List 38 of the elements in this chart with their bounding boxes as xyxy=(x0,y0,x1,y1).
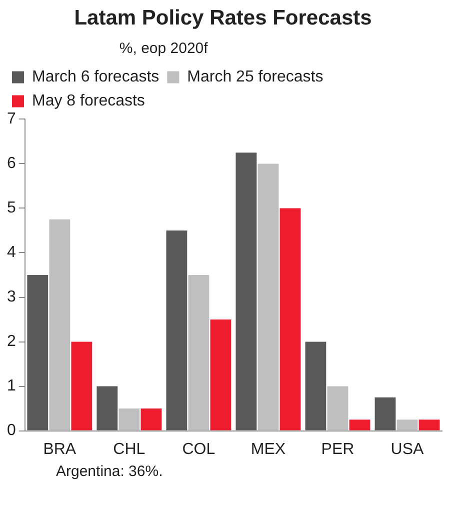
y-tick-label: 4 xyxy=(6,244,16,262)
x-tick-label: MEX xyxy=(250,440,286,458)
bar xyxy=(166,230,188,430)
y-tick-label: 6 xyxy=(6,155,16,172)
x-tick-label: USA xyxy=(390,440,424,458)
x-tick-label: BRA xyxy=(43,440,76,458)
y-tick-label: 0 xyxy=(6,422,16,440)
bar xyxy=(374,397,396,430)
bar xyxy=(327,386,348,430)
bar xyxy=(236,152,257,430)
legend-title: %, eop 2020f xyxy=(119,40,209,57)
x-tick-label: PER xyxy=(321,440,354,458)
bar xyxy=(188,275,210,430)
legend-label: March 25 forecasts xyxy=(187,68,324,86)
bar xyxy=(71,342,92,430)
y-tick-label: 5 xyxy=(6,200,16,217)
y-tick-label: 7 xyxy=(6,110,16,128)
bar xyxy=(27,275,48,430)
x-tick-label: COL xyxy=(182,440,216,458)
chart-title: Latam Policy Rates Forecasts xyxy=(74,6,372,30)
bar xyxy=(210,320,232,430)
bar xyxy=(49,219,70,430)
bar xyxy=(258,164,279,430)
bar xyxy=(96,386,118,430)
y-tick-label: 2 xyxy=(6,333,16,350)
bar xyxy=(396,420,418,430)
legend-label: March 6 forecasts xyxy=(32,68,160,86)
y-tick-label: 1 xyxy=(6,378,16,395)
bar xyxy=(349,420,370,430)
bar xyxy=(305,342,326,430)
bar xyxy=(140,408,162,430)
bar xyxy=(118,408,140,430)
legend-label: May 8 forecasts xyxy=(32,92,145,110)
y-tick-label: 3 xyxy=(6,288,16,306)
bar xyxy=(418,420,440,430)
x-tick-label: CHL xyxy=(113,440,146,458)
text: Argentina: 36%. xyxy=(56,462,163,481)
bar xyxy=(280,208,301,430)
